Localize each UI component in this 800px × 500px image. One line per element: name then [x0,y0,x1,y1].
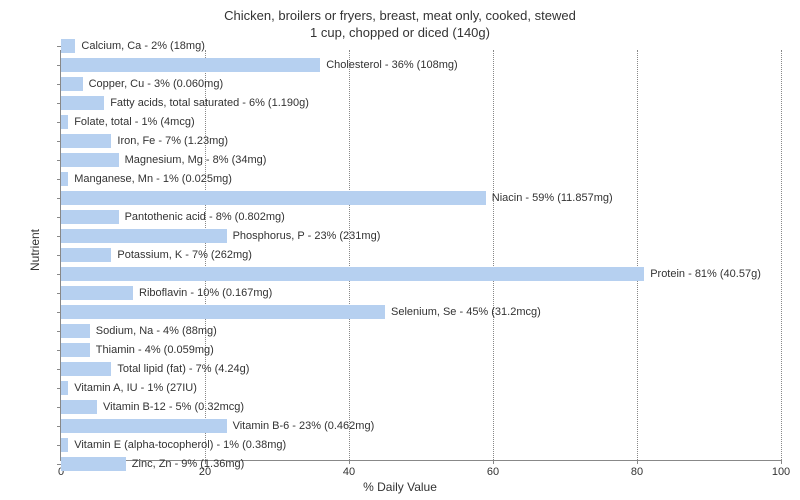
title-line-2: 1 cup, chopped or diced (140g) [310,25,490,40]
nutrient-bar [61,419,227,433]
nutrient-label: Magnesium, Mg - 8% (34mg) [125,153,267,167]
nutrient-bar [61,210,119,224]
title-line-1: Chicken, broilers or fryers, breast, mea… [224,8,576,23]
nutrient-bar [61,381,68,395]
nutrient-label: Riboflavin - 10% (0.167mg) [139,286,272,300]
nutrient-label: Zinc, Zn - 9% (1.36mg) [132,457,244,471]
nutrient-bar [61,96,104,110]
nutrient-label: Selenium, Se - 45% (31.2mcg) [391,305,541,319]
nutrient-bar [61,457,126,471]
x-tick-mark [781,460,782,464]
nutrient-label: Folate, total - 1% (4mcg) [74,115,194,129]
grid-line [349,50,350,460]
nutrient-label: Total lipid (fat) - 7% (4.24g) [117,362,249,376]
x-tick-mark [637,460,638,464]
nutrient-bar [61,153,119,167]
nutrient-label: Pantothenic acid - 8% (0.802mg) [125,210,285,224]
nutrient-bar [61,134,111,148]
nutrient-bar [61,229,227,243]
x-tick-label: 60 [487,466,499,478]
nutrient-bar [61,39,75,53]
nutrient-label: Thiamin - 4% (0.059mg) [96,343,214,357]
nutrient-label: Cholesterol - 36% (108mg) [326,58,457,72]
nutrient-label: Copper, Cu - 3% (0.060mg) [89,77,224,91]
nutrient-bar [61,362,111,376]
x-tick-label: 40 [343,466,355,478]
nutrient-label: Vitamin B-6 - 23% (0.462mg) [233,419,375,433]
nutrient-bar [61,58,320,72]
nutrient-bar [61,248,111,262]
nutrient-bar [61,438,68,452]
nutrient-label: Protein - 81% (40.57g) [650,267,761,281]
grid-line [637,50,638,460]
grid-line [781,50,782,460]
nutrient-bar [61,400,97,414]
y-axis-label: Nutrient [28,229,42,271]
nutrient-chart: Chicken, broilers or fryers, breast, mea… [0,0,800,500]
nutrient-label: Sodium, Na - 4% (88mg) [96,324,217,338]
nutrient-bar [61,191,486,205]
nutrient-label: Potassium, K - 7% (262mg) [117,248,252,262]
nutrient-label: Calcium, Ca - 2% (18mg) [81,39,204,53]
nutrient-label: Niacin - 59% (11.857mg) [492,191,613,205]
plot-area: 020406080100Calcium, Ca - 2% (18mg)Chole… [60,50,781,461]
nutrient-label: Manganese, Mn - 1% (0.025mg) [74,172,232,186]
x-tick-mark [493,460,494,464]
x-tick-mark [349,460,350,464]
x-axis-label: % Daily Value [0,480,800,494]
grid-line [493,50,494,460]
x-tick-label: 100 [772,466,790,478]
nutrient-bar [61,115,68,129]
nutrient-bar [61,286,133,300]
x-tick-label: 80 [631,466,643,478]
nutrient-label: Fatty acids, total saturated - 6% (1.190… [110,96,309,110]
nutrient-bar [61,343,90,357]
nutrient-bar [61,324,90,338]
nutrient-bar [61,172,68,186]
nutrient-label: Vitamin A, IU - 1% (27IU) [74,381,197,395]
nutrient-label: Iron, Fe - 7% (1.23mg) [117,134,228,148]
nutrient-bar [61,77,83,91]
nutrient-label: Vitamin B-12 - 5% (0.32mcg) [103,400,244,414]
nutrient-bar [61,267,644,281]
nutrient-bar [61,305,385,319]
nutrient-label: Vitamin E (alpha-tocopherol) - 1% (0.38m… [74,438,286,452]
nutrient-label: Phosphorus, P - 23% (231mg) [233,229,381,243]
chart-title: Chicken, broilers or fryers, breast, mea… [0,0,800,42]
